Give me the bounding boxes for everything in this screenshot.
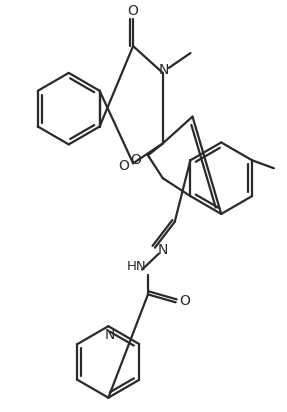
Text: N: N [159, 63, 169, 77]
Text: HN: HN [126, 260, 146, 273]
Text: O: O [179, 294, 190, 308]
Text: N: N [104, 328, 115, 342]
Text: O: O [118, 159, 129, 173]
Text: O: O [131, 153, 141, 167]
Text: O: O [128, 4, 139, 18]
Text: N: N [158, 243, 168, 257]
